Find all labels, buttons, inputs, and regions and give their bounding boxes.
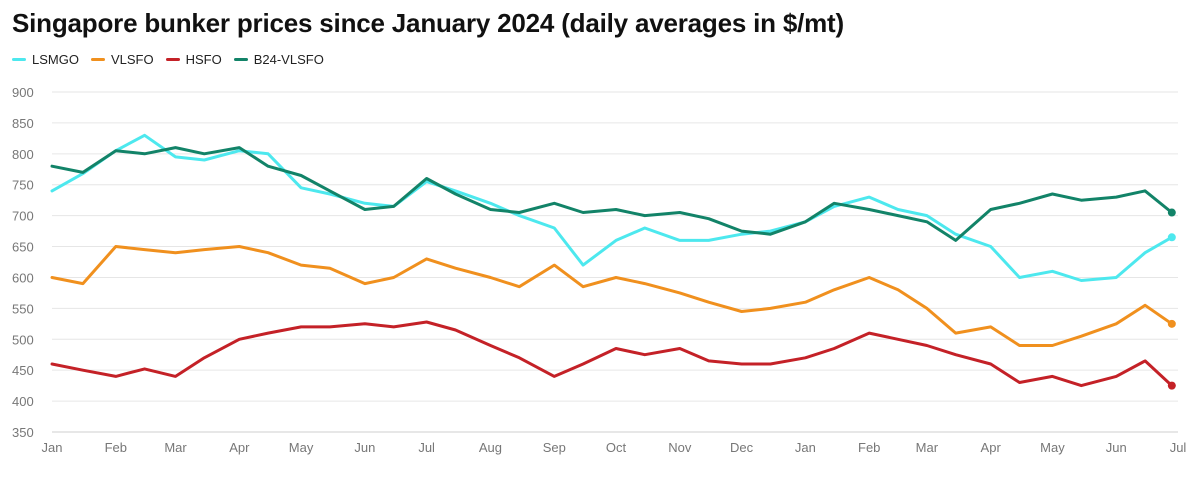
x-tick-label: Feb [858, 440, 880, 455]
x-tick-label: Jun [1106, 440, 1127, 455]
y-tick-label: 750 [12, 178, 34, 193]
y-tick-label: 500 [12, 332, 34, 347]
y-tick-label: 450 [12, 363, 34, 378]
legend-item-vlsfo: VLSFO [90, 52, 154, 67]
x-tick-label: Apr [981, 440, 1002, 455]
series-line-hsfo [50, 320, 1174, 388]
x-tick-label: Jul [418, 440, 435, 455]
x-tick-label: Nov [668, 440, 692, 455]
series-line-lsmgo [50, 133, 1174, 282]
y-tick-label: 700 [12, 209, 34, 224]
x-tick-label: Mar [916, 440, 939, 455]
series-endpoint-vlsfo [1167, 319, 1176, 328]
y-tick-label: 800 [12, 147, 34, 162]
series-endpoint-lsmgo [1167, 233, 1176, 242]
x-tick-label: Jan [42, 440, 63, 455]
x-tick-label: Feb [105, 440, 127, 455]
x-tick-label: Apr [229, 440, 250, 455]
legend-label-hsfo: HSFO [185, 52, 222, 67]
legend-item-lsmgo: LSMGO [12, 52, 79, 67]
x-tick-label: Aug [479, 440, 502, 455]
x-axis-ticks: Jan Feb Mar Apr May Jun Jul Aug Sep Oct Nov Dec Jan F… [42, 440, 1187, 455]
legend-item-hsfo: HSFO [165, 52, 222, 67]
legend-swatch-lsmgo [12, 58, 26, 61]
series-lines [50, 133, 1176, 390]
legend-label-b24-vlsfo: B24-VLSFO [253, 52, 324, 67]
y-tick-label: 600 [12, 270, 34, 285]
legend-swatch-hsfo [165, 58, 180, 61]
chart-title: Singapore bunker prices since January 20… [12, 8, 844, 38]
x-tick-label: Jul [1170, 440, 1187, 455]
x-tick-label: Mar [164, 440, 187, 455]
legend-label-vlsfo: VLSFO [110, 52, 154, 67]
y-tick-label: 350 [12, 425, 34, 440]
y-axis-ticks: 350 400 450 500 550 600 650 700 750 800 850 900 [12, 85, 34, 440]
legend-swatch-vlsfo [90, 58, 105, 61]
x-tick-label: Jan [795, 440, 816, 455]
x-tick-label: Sep [543, 440, 566, 455]
gridlines [52, 91, 1178, 433]
y-tick-label: 400 [12, 394, 34, 409]
y-tick-label: 550 [12, 301, 34, 316]
legend: LSMGO VLSFO HSFO B24-VLSFO [12, 52, 336, 67]
series-line-vlsfo [50, 245, 1174, 347]
legend-label-lsmgo: LSMGO [32, 52, 79, 67]
x-tick-label: May [1040, 440, 1065, 455]
legend-item-b24-vlsfo: B24-VLSFO [233, 52, 324, 67]
x-tick-label: Dec [730, 440, 754, 455]
series-endpoint-hsfo [1167, 381, 1176, 390]
series-line-b24-vlsfo [50, 146, 1174, 242]
series-endpoint-b24-vlsfo [1167, 208, 1176, 217]
x-tick-label: Jun [354, 440, 375, 455]
y-tick-label: 850 [12, 116, 34, 131]
legend-swatch-b24-vlsfo [233, 58, 248, 61]
x-tick-label: Oct [606, 440, 627, 455]
y-tick-label: 650 [12, 240, 34, 255]
x-tick-label: May [289, 440, 314, 455]
y-tick-label: 900 [12, 85, 34, 100]
